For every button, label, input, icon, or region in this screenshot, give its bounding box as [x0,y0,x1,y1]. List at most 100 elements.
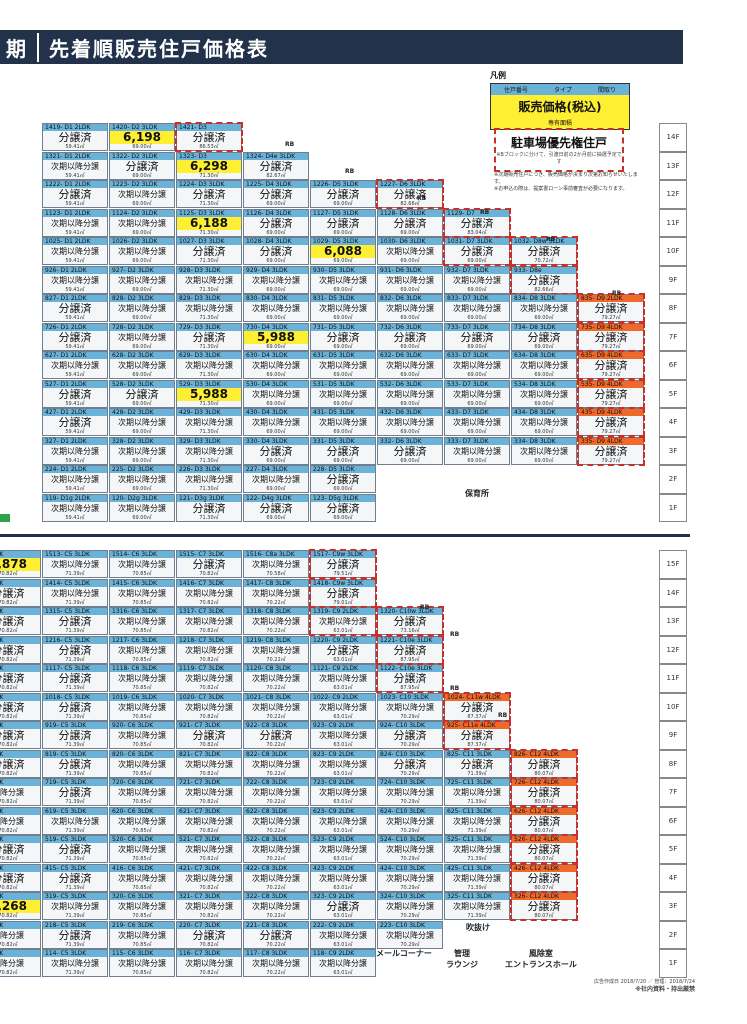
unit-header: 1227- D6 3LDK [378,181,442,188]
unit-area: 59.41㎡ [65,258,85,264]
unit-status: 次期以降分譲 [453,873,501,883]
unit-header: 222- C9 2LDK [311,921,375,929]
unit-header: 525- C11 3LDK [445,836,509,843]
unit-header: 116- C7 3LDK [177,950,241,957]
unit-status: 分譲済 [58,330,92,344]
lower-unit: 521- C7 3LDK 次期以降分譲 70.82㎡ [176,835,242,863]
unit-status: 次期以降分譲 [319,759,367,769]
floor-label: 4F [659,863,687,892]
floor-label: 15F [659,550,687,579]
unit-header: 1216- C5 3LDK [43,636,107,644]
unit-header: 1027- D3 3LDK [177,238,241,245]
page-title: 先着順販売住戸価格表 [49,36,269,61]
unit-status: 次期以降分譲 [386,873,434,883]
unit-status: 分譲済 [192,558,226,571]
unit-area: 70.82㎡ [0,941,18,948]
lower-unit: 118- C9 2LDK 次期以降分譲 63.01㎡ [310,949,376,977]
upper-unit: 1223- D2 3LDK 次期以降分譲 69.00㎡ [109,180,175,208]
unit-header: 1219- C8 3LDK [244,636,308,644]
unit-header: 331- D5 3LDK [311,437,375,445]
unit-status: 次期以降分譲 [252,959,300,968]
upper-unit: 430- D4 3LDK 次期以降分譲 69.00㎡ [243,408,309,436]
unit-status: 分譲済 [460,216,494,230]
unit-status: 分譲済 [58,131,92,144]
unit-header: 933- D8e [512,266,576,274]
unit-status: 次期以降分譲 [520,389,568,399]
unit-status: 分譲済 [58,643,92,657]
lower-unit: 1220- C9 2LDK 分譲済 63.01㎡ [310,635,376,664]
unit-area: 70.29㎡ [400,856,420,862]
unit-status: 次期以降分譲 [252,475,300,484]
lower-unit: 626- C12 4LDK 分譲済 80.07㎡ [510,805,578,836]
lower-unit: 619- C5 3LDK 次期以降分譲 71.39㎡ [42,806,108,835]
lower-unit: 324- C10 3LDK 次期以降分譲 70.29㎡ [377,892,443,920]
unit-header: 523- C9 2LDK [311,836,375,843]
unit-header: 1129- D7 [445,209,509,217]
unit-status: 次期以降分譲 [252,418,300,427]
unit-header: 1125- D3 3LDK [177,209,241,217]
unit-header: 1126- D4 3LDK [244,209,308,217]
unit-status: 次期以降分譲 [118,731,166,740]
unit-header: 323- C9 2LDK [311,893,375,900]
unit-header: 1120- C8 3LDK [244,665,308,672]
unit-status: 分譲済 [393,330,427,344]
upper-unit: 732- D6 3LDK 分譲済 69.00㎡ [377,322,443,351]
unit-header: 14 3LDK [0,722,40,729]
unit-status: 次期以降分譲 [252,588,300,598]
unit-header: 1324- D4e 3LDK [244,152,308,160]
lower-unit: 722- C8 3LDK 次期以降分譲 70.22㎡ [243,778,309,806]
upper-unit: 1031- D7 3LDK 分譲済 69.00㎡ [443,236,511,266]
unit-status: 分譲済 [393,444,427,458]
upper-unit: 631- D5 3LDK 次期以降分譲 69.00㎡ [310,351,376,379]
unit-status: 次期以降分譲 [185,959,233,968]
unit-status: 分譲済 [58,416,92,429]
unit-area: 69.00㎡ [467,315,487,321]
rb-marker: RB [612,290,622,297]
unit-area: 70.85㎡ [132,799,152,805]
unit-status: 分譲済 [0,843,25,856]
lower-unit: 725- C11 3LDK 次期以降分譲 71.39㎡ [444,778,510,806]
unit-area: 70.22㎡ [266,685,286,691]
unit-status: 次期以降分譲 [185,475,233,484]
unit-area: 71.39㎡ [65,685,85,691]
rb-marker: RB [420,604,430,611]
unit-header: 929- D4 3LDK [244,266,308,274]
unit-header: 325- C11 3LDK [445,893,509,900]
upper-unit: 429- D3 3LDK 次期以降分譲 71.30㎡ [176,408,242,436]
unit-status: 6,298 [177,159,241,173]
upper-unit: 830- D4 3LDK 次期以降分譲 69.00㎡ [243,294,309,322]
upper-unit: 123- D5g 3LDK 分譲済 69.00㎡ [310,493,376,522]
unit-header: 627- D1 2LDK [43,352,107,359]
lower-unit: 223- C10 3LDK 次期以降分譲 70.29㎡ [377,920,443,949]
unit-header: 725- C11 3LDK [445,779,509,786]
unit-header: 1128- D6 3LDK [378,209,442,217]
legend-price: 販売価格(税込) [518,100,602,114]
unit-status: 次期以降分譲 [520,304,568,313]
upper-unit: 733- D7 3LDK 分譲済 69.00㎡ [444,322,510,351]
unit-area: 71.39㎡ [65,827,85,834]
unit-header: 827- D1 2LDK [43,295,107,302]
unit-status: 次期以降分譲 [118,873,166,883]
unit-area: 69.00㎡ [534,343,554,350]
unit-status: 次期以降分譲 [118,190,166,199]
unit-area: 71.30㎡ [199,343,219,350]
unit-header: 14 3LDK [0,807,40,815]
unit-area: 69.00㎡ [333,486,353,492]
floor-label: 13F [659,607,687,636]
upper-unit: 1225- D4 3LDK 分譲済 69.00㎡ [243,180,309,208]
unit-status: 分譲済 [527,786,561,799]
unit-status: 次期以降分譲 [453,816,501,826]
upper-unit: 1419- D1 2LDK 分譲済 59.41㎡ [42,123,108,151]
unit-status: 分譲済 [259,216,293,230]
unit-status: 分譲済 [125,387,159,401]
unit-area: 59.41㎡ [65,315,85,321]
rb-marker: RB [546,236,556,243]
lower-unit: 326- C12 4LDK 分譲済 80.07㎡ [510,891,578,921]
unit-area: 79.27㎡ [601,372,621,378]
unit-header: 122- D4g 3LDK [244,494,308,502]
lower-unit: 1117- C5 3LDK 分譲済 71.39㎡ [42,664,108,692]
lower-unit: 1418- C9w 3LDK 分譲済 79.01㎡ [309,577,377,608]
unit-area: 71.39㎡ [467,913,487,919]
unit-header: 1421- D3 [177,124,241,131]
